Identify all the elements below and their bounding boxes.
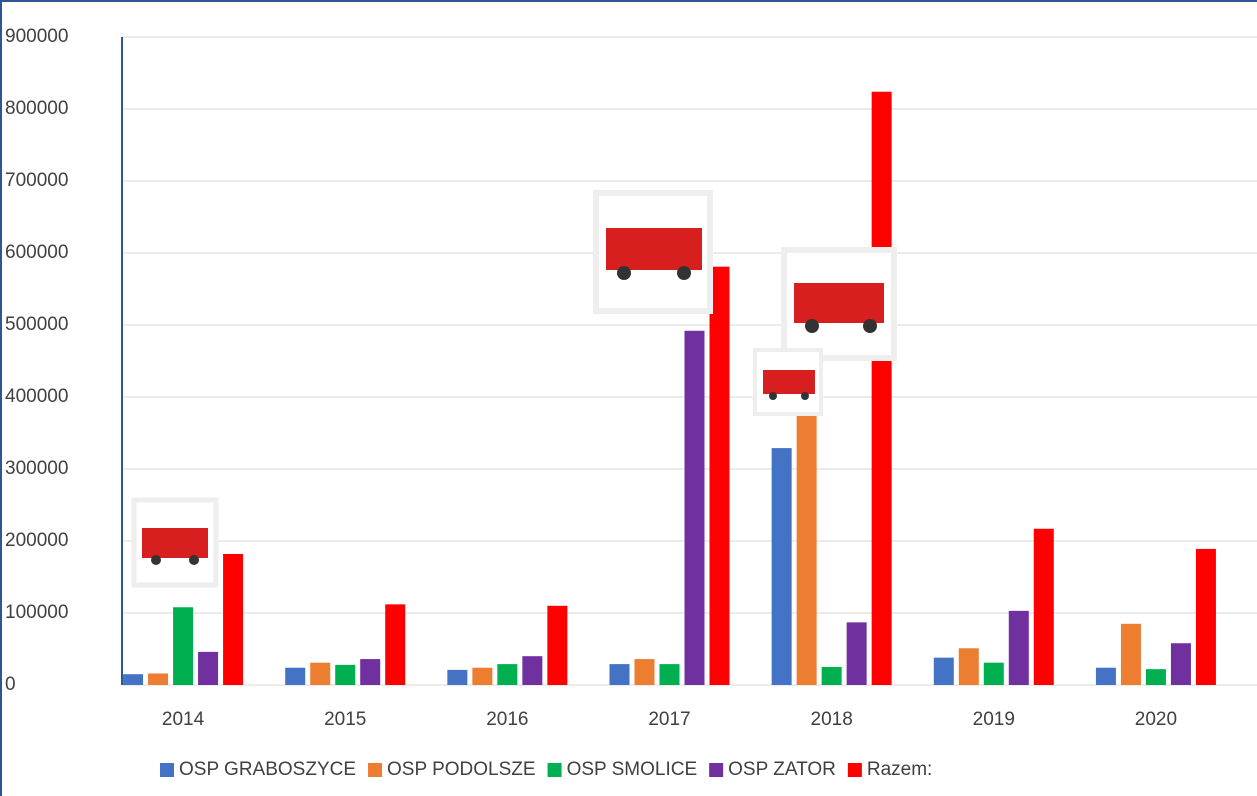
- bar: [933, 657, 954, 685]
- bar: [1170, 643, 1191, 685]
- truck-icon: [753, 348, 823, 416]
- legend-swatch: [547, 763, 562, 777]
- y-tick-label: 200000: [5, 530, 68, 551]
- y-tick-label: 400000: [5, 386, 68, 407]
- bar: [447, 669, 468, 685]
- legend-swatch: [160, 763, 174, 777]
- bar: [1095, 667, 1116, 685]
- bar: [609, 664, 630, 685]
- legend-label: OSP PODOLSZE: [387, 759, 536, 780]
- truck-icon: [593, 190, 713, 314]
- x-tick-label: 2019: [973, 709, 1015, 730]
- x-tick-label: 2015: [324, 709, 366, 730]
- bar: [285, 667, 306, 685]
- y-tick-label: 900000: [5, 26, 68, 47]
- bar: [310, 662, 331, 685]
- x-tick-label: 2020: [1135, 709, 1177, 730]
- bar: [771, 448, 792, 685]
- bar: [522, 656, 543, 685]
- legend-swatch: [847, 763, 862, 777]
- y-tick-label: 100000: [5, 602, 68, 623]
- bar: [497, 664, 518, 685]
- bar: [335, 664, 356, 685]
- y-tick-label: 300000: [5, 458, 68, 479]
- y-tick-label: 500000: [5, 314, 68, 335]
- bar: [821, 667, 842, 685]
- legend-label: OSP SMOLICE: [567, 759, 698, 780]
- legend-label: Razem:: [867, 759, 932, 780]
- x-tick-label: 2014: [162, 709, 205, 730]
- legend-swatch: [368, 763, 383, 777]
- bar: [1195, 548, 1216, 685]
- x-tick-label: 2018: [811, 709, 853, 730]
- bar: [223, 553, 244, 685]
- bar: [148, 673, 169, 685]
- bar: [1033, 528, 1054, 685]
- bar: [385, 604, 406, 685]
- bar: [123, 674, 144, 685]
- bar: [1145, 669, 1166, 685]
- y-tick-label: 800000: [5, 98, 68, 119]
- bar: [547, 605, 568, 685]
- x-tick-label: 2017: [648, 709, 690, 730]
- bar: [958, 648, 979, 685]
- x-tick-label: 2016: [486, 709, 528, 730]
- decorations: [131, 190, 897, 588]
- bar: [1120, 623, 1141, 685]
- bar: [796, 407, 817, 685]
- bar: [472, 667, 493, 685]
- y-tick-label: 700000: [5, 170, 68, 191]
- bar: [871, 91, 892, 686]
- bar: [1008, 610, 1029, 685]
- bar: [983, 662, 1004, 685]
- bar: [684, 330, 705, 685]
- bar: [634, 659, 655, 685]
- legend: OSP GRABOSZYCE OSP PODOLSZE OSP SMOLICE OSP…: [160, 759, 932, 780]
- legend-label: OSP ZATOR: [728, 759, 836, 780]
- bar: [360, 659, 381, 685]
- truck-icon: [781, 247, 897, 361]
- bar: [709, 266, 730, 685]
- truck-icon: [131, 497, 219, 588]
- legend-label: OSP GRABOSZYCE: [179, 759, 356, 780]
- bar: [198, 651, 219, 685]
- y-tick-label: 0: [5, 674, 16, 695]
- y-tick-label: 600000: [5, 242, 68, 263]
- bar: [659, 664, 680, 685]
- bar: [173, 607, 194, 685]
- legend-swatch: [709, 763, 724, 777]
- bar: [846, 622, 867, 685]
